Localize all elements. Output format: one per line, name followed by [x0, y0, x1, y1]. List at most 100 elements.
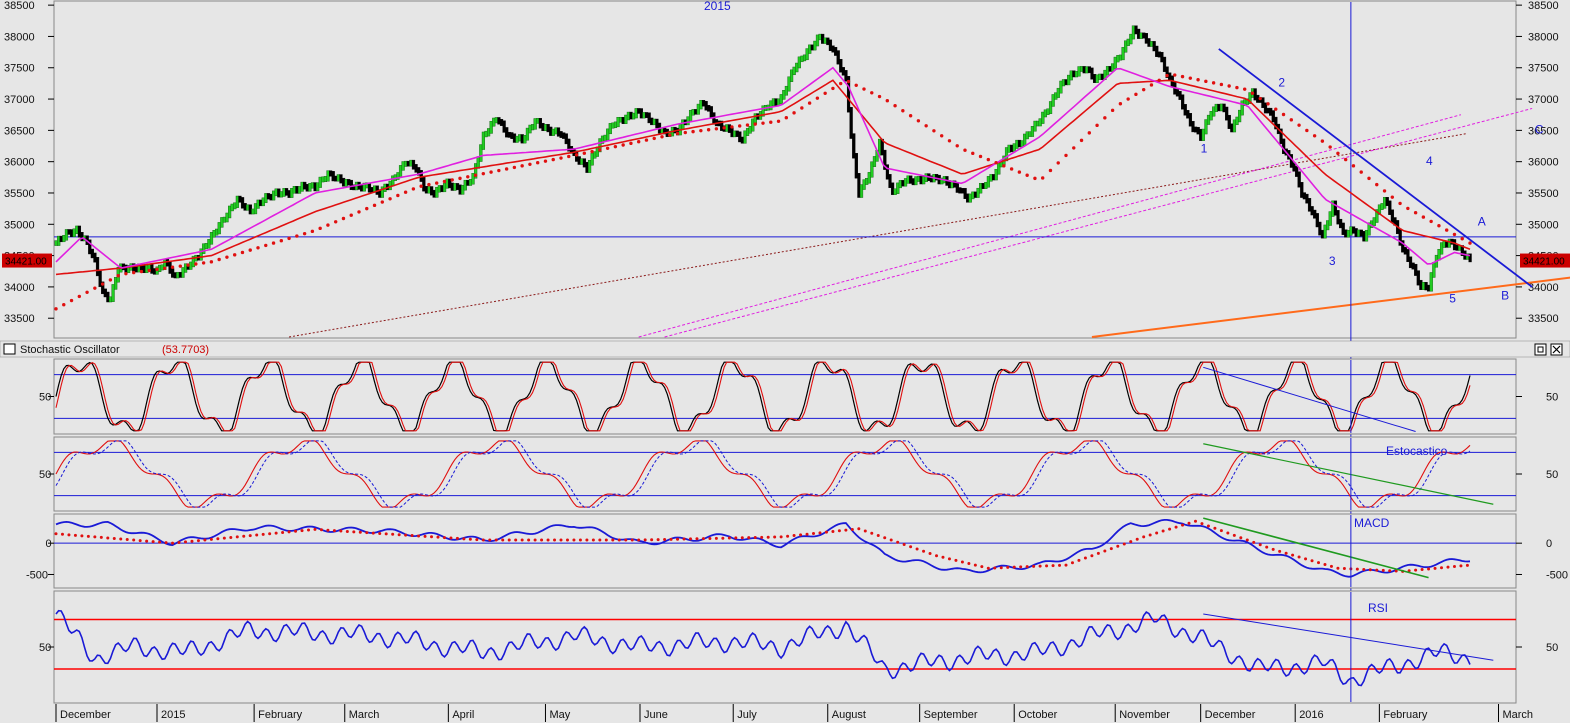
- y-tick-label-right: 34000: [1528, 282, 1559, 294]
- up-candle: [274, 188, 278, 197]
- macd-signal-dot: [1142, 535, 1146, 539]
- up-candle: [474, 163, 478, 179]
- down-candle: [70, 229, 74, 237]
- macd-signal-dot: [410, 534, 414, 538]
- macd-signal-dot: [1440, 566, 1444, 570]
- macd-signal-dot: [313, 527, 317, 531]
- ema-slow-dot: [93, 286, 97, 290]
- down-candle: [422, 176, 426, 192]
- up-candle: [199, 248, 203, 261]
- down-candle: [88, 239, 92, 255]
- down-candle: [846, 76, 851, 113]
- down-candle: [1227, 114, 1231, 129]
- ema-slow-dot: [512, 165, 517, 170]
- macd-signal-dot: [993, 566, 997, 570]
- macd-signal-dot: [740, 536, 744, 540]
- macd-signal-dot: [1161, 529, 1165, 533]
- panel-icon[interactable]: [3, 343, 16, 355]
- up-candle: [608, 123, 612, 135]
- up-candle: [336, 174, 340, 182]
- price-panel-bg: [53, 0, 1517, 339]
- macd-signal-dot: [1336, 566, 1340, 570]
- ema-slow-dot: [1002, 164, 1006, 168]
- ema-slow-dot: [302, 231, 307, 236]
- close-button[interactable]: [1550, 343, 1563, 356]
- up-candle: [316, 182, 320, 192]
- up-candle: [551, 128, 555, 136]
- maximize-button[interactable]: [1534, 343, 1547, 356]
- macd-signal-dot: [565, 538, 569, 542]
- ema-slow-dot: [194, 262, 198, 266]
- ema-slow-dot: [1452, 232, 1457, 237]
- ema-slow-dot: [924, 124, 928, 128]
- ema-slow-dot: [971, 151, 975, 156]
- wave-label-C: C: [1535, 122, 1544, 136]
- y-tick-label-right: 35500: [1528, 188, 1559, 200]
- macd-signal-dot: [766, 535, 770, 539]
- macd-signal-dot: [1446, 565, 1450, 569]
- wave-label-4: 4: [1426, 154, 1433, 168]
- down-candle: [637, 108, 641, 114]
- macd-signal-dot: [1077, 558, 1081, 562]
- up-candle: [57, 235, 61, 246]
- macd-signal-dot: [1070, 561, 1074, 565]
- down-candle: [1072, 70, 1076, 78]
- ema-slow-dot: [69, 298, 74, 303]
- down-candle: [173, 272, 177, 279]
- down-candle: [432, 189, 436, 198]
- up-candle: [1113, 56, 1117, 69]
- up-candle: [489, 121, 493, 134]
- ema-slow-dot: [776, 119, 781, 123]
- macd-signal-dot: [209, 537, 213, 541]
- down-candle: [911, 178, 915, 186]
- ema-slow-dot: [1188, 76, 1193, 80]
- ema-slow-dot: [885, 99, 890, 103]
- down-candle: [1274, 116, 1278, 130]
- down-candle: [277, 188, 281, 198]
- ema-slow-dot: [349, 213, 353, 217]
- down-candle: [1313, 209, 1317, 219]
- macd-signal-dot: [1414, 568, 1418, 572]
- macd-signal-dot: [598, 538, 602, 542]
- macd-signal-dot: [261, 532, 265, 536]
- up-candle: [1048, 101, 1053, 114]
- y-tick-label-right: 37000: [1528, 94, 1559, 106]
- ema-slow-dot: [807, 101, 812, 105]
- up-candle: [989, 174, 993, 182]
- ema-slow-dot: [279, 239, 284, 243]
- up-candle: [160, 264, 164, 271]
- up-candle: [1328, 211, 1332, 226]
- up-candle: [1432, 262, 1436, 278]
- down-candle: [430, 186, 434, 196]
- ema-slow-dot: [854, 83, 858, 87]
- up-candle: [401, 161, 405, 171]
- up-candle: [1235, 116, 1239, 126]
- down-candle: [510, 132, 514, 139]
- macd-signal-dot: [1058, 563, 1062, 567]
- up-candle: [1212, 106, 1216, 117]
- ema-slow-dot: [932, 129, 936, 133]
- down-candle: [1199, 128, 1203, 141]
- ema-slow-dot: [831, 86, 835, 91]
- up-candle: [1204, 119, 1208, 135]
- ema-slow-dot: [419, 184, 423, 188]
- price-tag-label-right: 34421.00: [1523, 257, 1565, 268]
- macd-signal-dot: [630, 538, 634, 542]
- up-candle: [652, 118, 656, 126]
- macd-signal-dot: [1116, 544, 1120, 548]
- ema-slow-dot: [271, 241, 276, 245]
- macd-signal-dot: [779, 535, 783, 539]
- macd-signal-dot: [268, 532, 272, 536]
- up-candle: [476, 156, 480, 169]
- ema-slow-dot: [1460, 237, 1464, 241]
- up-candle: [492, 117, 496, 127]
- down-candle: [1427, 284, 1431, 292]
- ema-slow-dot: [598, 148, 602, 152]
- x-tick-label: April: [452, 709, 474, 721]
- up-candle: [176, 271, 180, 279]
- macd-signal-dot: [676, 537, 680, 541]
- up-candle: [1056, 87, 1060, 98]
- down-candle: [1388, 200, 1392, 215]
- ema-slow-dot: [450, 178, 454, 182]
- ema-slow-dot: [458, 176, 462, 181]
